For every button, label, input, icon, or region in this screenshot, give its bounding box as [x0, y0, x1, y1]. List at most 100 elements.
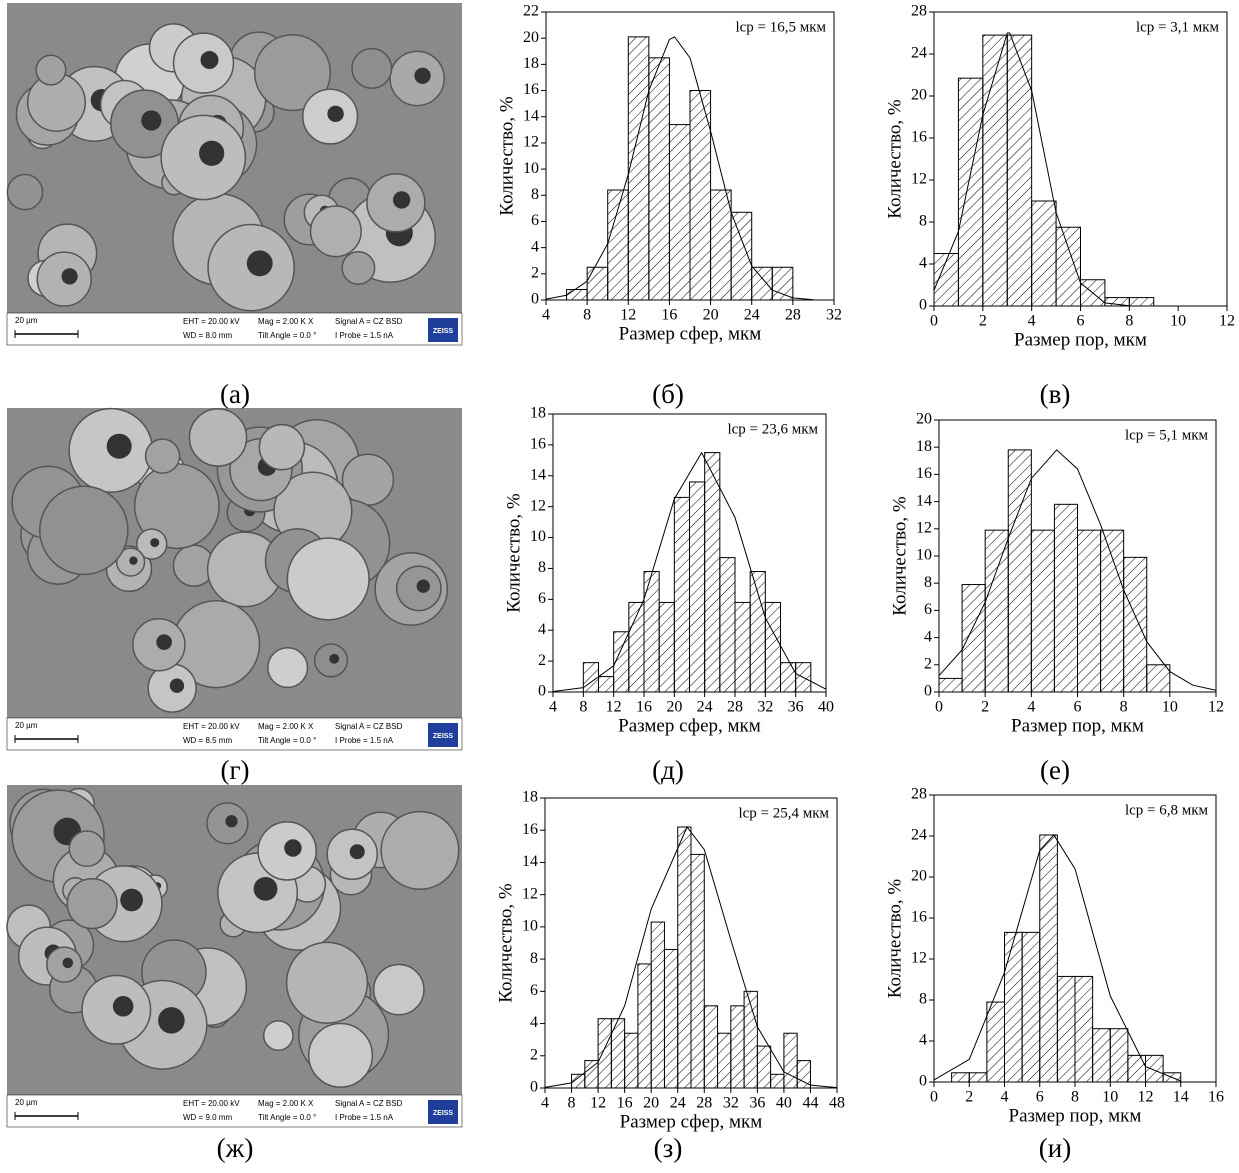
- y-tick-label: 10: [916, 547, 932, 564]
- pore: [414, 67, 431, 84]
- x-tick-label: 8: [1125, 313, 1133, 330]
- y-tick-label: 20: [911, 87, 927, 104]
- annotation: lср = 5,1 мкм: [1125, 427, 1209, 443]
- panel-label: (б): [652, 379, 684, 409]
- bar: [690, 853, 705, 1089]
- y-tick-label: 16: [911, 909, 927, 926]
- x-tick-label: 16: [1208, 1089, 1224, 1106]
- x-tick-label: 0: [935, 699, 943, 716]
- logo-box: [428, 723, 458, 747]
- x-tick-label: 40: [818, 699, 834, 716]
- y-tick-label: 8: [919, 991, 927, 1008]
- x-tick-label: 2: [965, 1089, 973, 1106]
- y-tick-label: 6: [531, 212, 539, 229]
- y-tick-label: 16: [523, 81, 539, 98]
- x-tick-label: 10: [1162, 699, 1178, 716]
- x-tick-label: 16: [661, 307, 677, 324]
- y-tick-label: 10: [523, 160, 539, 177]
- particle: [188, 408, 248, 467]
- x-tick-label: 12: [620, 307, 636, 324]
- sem-signal: Signal A = CZ BSD: [335, 317, 403, 326]
- x-tick-label: 14: [1173, 1089, 1189, 1106]
- y-tick-label: 12: [522, 885, 538, 902]
- y-tick-label: 2: [531, 264, 539, 281]
- x-tick-label: 12: [590, 1095, 606, 1112]
- y-tick-label: 16: [911, 129, 927, 146]
- x-tick-label: 32: [757, 699, 773, 716]
- bar: [648, 57, 670, 301]
- particle: [66, 878, 118, 930]
- bar: [968, 1072, 988, 1083]
- bar: [663, 948, 679, 1089]
- x-tick-label: 32: [826, 307, 842, 324]
- y-axis-label: Количество, %: [889, 496, 910, 616]
- x-tick-label: 8: [568, 1095, 576, 1112]
- bar: [1077, 529, 1102, 693]
- bar: [704, 452, 721, 693]
- bar: [673, 496, 690, 693]
- pore: [284, 839, 302, 857]
- bar: [627, 36, 650, 301]
- bar: [703, 1005, 719, 1089]
- y-tick-label: 4: [538, 621, 546, 638]
- bar: [1055, 226, 1082, 307]
- x-tick-label: 4: [1001, 1089, 1009, 1106]
- bar: [650, 921, 665, 1089]
- y-tick-label: 16: [522, 821, 538, 838]
- bar: [780, 662, 797, 693]
- x-tick-label: 12: [1208, 699, 1224, 716]
- bar: [643, 571, 660, 693]
- info-bar: [6, 312, 463, 346]
- pore: [61, 268, 78, 285]
- logo-box: [428, 318, 458, 342]
- bar: [1021, 931, 1041, 1083]
- sem-wd: WD = 8.0 mm: [183, 331, 232, 340]
- x-axis-label: Размер сфер, мкм: [619, 323, 762, 344]
- x-axis-label: Размер сфер, мкм: [618, 715, 761, 736]
- annotation: lср = 23,6 мкм: [727, 421, 818, 437]
- x-tick-label: 16: [617, 1095, 633, 1112]
- x-tick-label: 36: [749, 1095, 765, 1112]
- sem-tilt: Tilt Angle = 0.0 °: [258, 331, 316, 340]
- x-tick-label: 6: [1074, 699, 1082, 716]
- info-bar: [6, 717, 463, 751]
- bar: [1146, 664, 1171, 693]
- y-tick-label: 18: [530, 405, 546, 422]
- y-tick-label: 4: [531, 238, 539, 255]
- sem-tilt: Tilt Angle = 0.0 °: [258, 1113, 316, 1122]
- x-tick-label: 6: [1077, 313, 1085, 330]
- bar: [624, 1032, 639, 1089]
- logo-box: [428, 1100, 458, 1124]
- bar: [771, 266, 794, 301]
- y-tick-label: 6: [530, 982, 538, 999]
- sem-probe: I Probe = 1.5 nA: [335, 1113, 394, 1122]
- panel-label: (ж): [217, 1133, 254, 1163]
- particle: [68, 830, 106, 868]
- bar: [668, 124, 691, 301]
- particle: [372, 963, 425, 1016]
- particle: [262, 1020, 294, 1051]
- pore: [62, 957, 74, 969]
- sem-wd: WD = 8.5 mm: [183, 736, 232, 745]
- bar: [734, 601, 751, 693]
- pore: [141, 110, 162, 131]
- panel-label: (в): [1040, 379, 1071, 409]
- fit-curve: [938, 449, 1217, 691]
- annotation: lср = 3,1 мкм: [1136, 19, 1220, 35]
- y-tick-label: 12: [916, 519, 932, 536]
- bar: [938, 677, 963, 693]
- bar: [598, 676, 615, 693]
- y-tick-label: 14: [522, 853, 538, 870]
- y-tick-label: 0: [530, 1079, 538, 1096]
- bar: [1074, 975, 1094, 1083]
- bar: [1127, 1054, 1146, 1083]
- bar: [1123, 556, 1148, 693]
- scale-label: 20 µm: [15, 721, 38, 730]
- pore: [112, 996, 134, 1017]
- x-tick-label: 8: [583, 307, 591, 324]
- x-tick-label: 20: [703, 307, 719, 324]
- y-tick-label: 4: [924, 628, 932, 645]
- panel-label: (и): [1039, 1133, 1071, 1163]
- y-axis-label: Количество, %: [496, 96, 517, 216]
- x-tick-label: 44: [802, 1095, 818, 1112]
